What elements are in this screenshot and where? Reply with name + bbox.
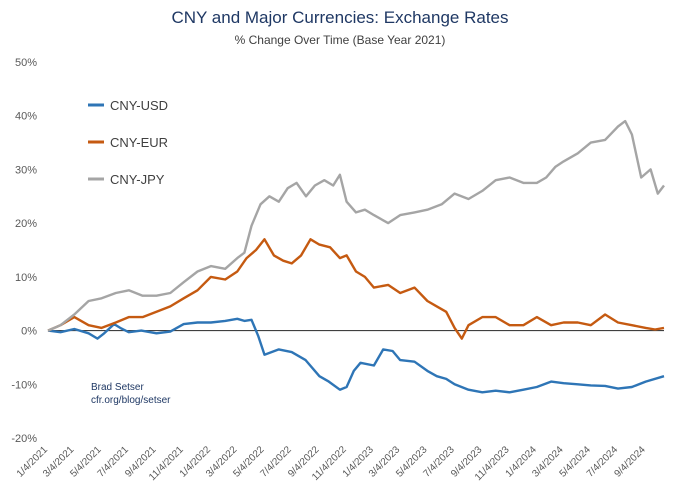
y-tick-label: 40% (15, 111, 37, 123)
y-tick-label: 50% (15, 57, 37, 69)
annotation-line: cfr.org/blog/setser (91, 395, 171, 406)
annotation-line: Brad Setser (91, 382, 144, 393)
x-axis: 1/4/20213/4/20215/4/20217/4/20219/4/2021… (15, 444, 648, 483)
x-tick-label: 9/4/2024 (613, 444, 649, 480)
chart-title: CNY and Major Currencies: Exchange Rates (171, 8, 509, 27)
series-line-cny-eur (47, 238, 665, 340)
y-axis: -20% -10% 0% 10% 20% 30% 40% 50% (11, 57, 37, 445)
y-tick-label: -20% (11, 433, 37, 445)
source-annotation: Brad Setser cfr.org/blog/setser (91, 382, 171, 406)
y-tick-label: 20% (15, 218, 37, 230)
y-tick-label: 10% (15, 272, 37, 284)
legend-label: CNY-JPY (110, 172, 165, 187)
y-tick-label: -10% (11, 379, 37, 391)
chart-subtitle: % Change Over Time (Base Year 2021) (234, 33, 446, 47)
legend: CNY-USD CNY-EUR CNY-JPY (88, 98, 168, 187)
legend-label: CNY-USD (110, 98, 168, 113)
series-line-cny-jpy (47, 119, 665, 332)
y-tick-label: 0% (21, 326, 37, 338)
legend-label: CNY-EUR (110, 135, 168, 150)
y-tick-label: 30% (15, 164, 37, 176)
series-lines (47, 119, 665, 394)
series-line-cny-usd (47, 317, 665, 394)
